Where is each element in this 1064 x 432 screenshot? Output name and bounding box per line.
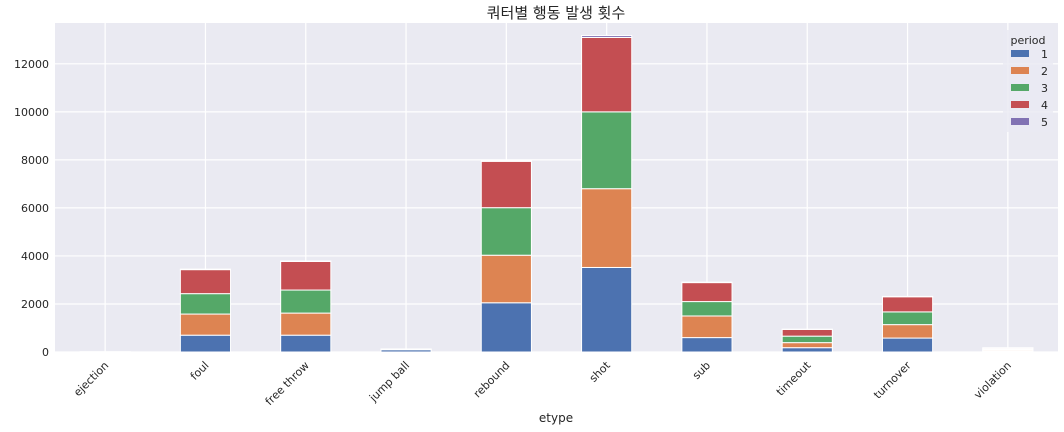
y-axis: 0 2000 4000 6000 8000 10000 12000 — [14, 58, 49, 359]
legend-swatch — [1011, 101, 1029, 108]
bar-segment — [781, 342, 833, 349]
bar-segment — [280, 334, 332, 353]
x-axis: ejection foul free throw jump ball rebound sh… — [71, 358, 1014, 408]
bar-segment — [681, 301, 733, 317]
bar-segment — [681, 282, 733, 303]
bar-segment — [280, 312, 332, 336]
legend-label: 4 — [1041, 99, 1048, 112]
x-tick-label: shot — [587, 358, 613, 384]
chart-title: 쿼터별 행동 발생 횟수 — [487, 4, 626, 22]
legend-label: 1 — [1041, 48, 1048, 61]
bar-segment — [179, 269, 232, 295]
legend-swatch — [1011, 84, 1029, 91]
x-axis-label: etype — [539, 411, 573, 425]
bar-segment — [681, 315, 733, 339]
bar-segment — [581, 266, 633, 353]
x-tick-label: free throw — [263, 359, 312, 408]
y-tick-label: 4000 — [21, 250, 49, 263]
x-tick-label: jump ball — [366, 359, 412, 405]
legend-title: period — [1010, 34, 1045, 47]
bars — [79, 34, 1034, 353]
y-tick-label: 10000 — [14, 106, 49, 119]
x-tick-label: ejection — [71, 359, 111, 399]
x-tick-label: violation — [971, 359, 1014, 402]
legend-swatch — [1011, 50, 1029, 57]
x-tick-label: turnover — [871, 359, 914, 402]
x-tick-label: timeout — [774, 358, 814, 398]
bar-segment — [179, 334, 232, 353]
bar-segment — [581, 188, 633, 268]
bar-segment — [179, 313, 232, 336]
bar-segment — [581, 36, 633, 113]
bar-segment — [480, 302, 532, 353]
bar-segment — [881, 324, 934, 339]
bar-segment — [480, 160, 532, 209]
grid — [55, 23, 1058, 353]
x-tick-label: foul — [188, 359, 212, 383]
y-tick-label: 8000 — [21, 154, 49, 167]
bar-segment — [480, 207, 532, 256]
legend-label: 3 — [1041, 82, 1048, 95]
legend-label: 2 — [1041, 65, 1048, 78]
bar-segment — [581, 34, 633, 38]
bar-segment — [581, 111, 633, 190]
y-tick-label: 12000 — [14, 58, 49, 71]
legend-swatch — [1011, 118, 1029, 125]
bar-segment — [781, 328, 833, 337]
legend-frame — [1003, 30, 1053, 132]
bar-segment — [480, 254, 532, 304]
x-tick-label: sub — [690, 359, 713, 382]
y-tick-label: 0 — [42, 346, 49, 359]
legend: period 1 2 3 4 5 — [1003, 30, 1053, 132]
bar-segment — [480, 159, 532, 162]
x-tick-label: rebound — [471, 359, 512, 400]
y-tick-label: 6000 — [21, 202, 49, 215]
y-tick-label: 2000 — [21, 298, 49, 311]
legend-swatch — [1011, 67, 1029, 74]
legend-label: 5 — [1041, 116, 1048, 129]
bar-segment — [881, 337, 934, 353]
bar-segment — [179, 293, 232, 315]
bar-segment — [881, 311, 934, 326]
bar-segment — [681, 337, 733, 353]
bar-segment — [781, 347, 833, 353]
bar-segment — [881, 296, 934, 313]
bar-segment — [280, 260, 332, 291]
bar-segment — [280, 289, 332, 314]
bar-segment — [781, 335, 833, 344]
